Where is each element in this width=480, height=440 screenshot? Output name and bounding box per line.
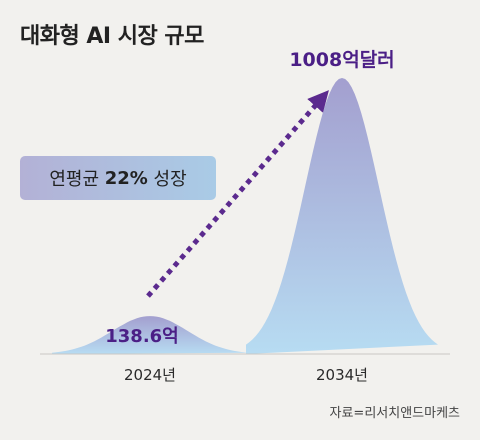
chart-title: 대화형 AI 시장 규모 <box>20 24 204 49</box>
x-tick-2034: 2034년 <box>316 366 368 384</box>
value-label-2034: 1008억달러 <box>289 49 394 71</box>
growth-prefix: 연평균 <box>49 169 105 190</box>
source-note: 자료=리서치앤드마케츠 <box>329 406 461 421</box>
growth-arrow <box>146 90 329 298</box>
growth-rate: 22% <box>104 167 148 189</box>
x-tick-2024: 2024년 <box>124 366 176 384</box>
curve-2034 <box>246 78 438 354</box>
growth-annotation: 연평균 22% 성장 <box>20 156 216 200</box>
growth-suffix: 성장 <box>147 169 187 190</box>
curve-2024 <box>52 316 248 354</box>
value-label-2024: 138.6억 <box>105 326 179 347</box>
